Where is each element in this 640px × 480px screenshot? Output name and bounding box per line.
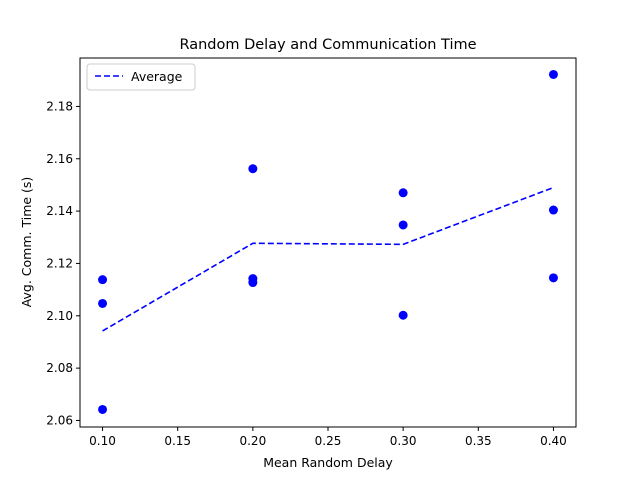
x-tick-label: 0.40 <box>540 434 567 448</box>
y-axis-label: Avg. Comm. Time (s) <box>19 177 34 308</box>
x-tick-label: 0.15 <box>164 434 191 448</box>
data-point-10 <box>548 69 558 79</box>
legend: Average <box>86 63 196 91</box>
legend-box <box>86 63 196 91</box>
data-point-6 <box>248 278 258 288</box>
data-point-12 <box>548 273 558 283</box>
x-tick-label: 0.10 <box>89 434 116 448</box>
data-point-7 <box>398 188 408 198</box>
data-point-2 <box>98 298 108 308</box>
y-tick-label: 2.06 <box>46 413 73 427</box>
data-point-8 <box>398 220 408 230</box>
y-tick-label: 2.16 <box>46 152 73 166</box>
data-point-1 <box>98 275 108 285</box>
x-tick-label: 0.30 <box>390 434 417 448</box>
data-point-4 <box>248 164 258 174</box>
x-tick-label: 0.35 <box>465 434 492 448</box>
x-axis: 0.10 0.15 0.20 0.25 0.30 0.35 0.40 <box>89 427 567 448</box>
y-tick-label: 2.14 <box>46 204 73 218</box>
y-axis: 2.06 2.08 2.10 2.12 2.14 2.16 2.18 <box>46 99 80 427</box>
chart-title: Random Delay and Communication Time <box>179 37 476 53</box>
data-point-11 <box>548 205 558 215</box>
x-axis-label: Mean Random Delay <box>263 455 393 470</box>
y-tick-label: 2.18 <box>46 99 73 113</box>
y-tick-label: 2.08 <box>46 361 73 375</box>
legend-label-average: Average <box>131 69 183 84</box>
y-tick-label: 2.10 <box>46 309 73 323</box>
data-point-3 <box>98 404 108 414</box>
x-tick-label: 0.20 <box>239 434 266 448</box>
x-tick-label: 0.25 <box>315 434 342 448</box>
data-point-9 <box>398 310 408 320</box>
y-tick-label: 2.12 <box>46 256 73 270</box>
